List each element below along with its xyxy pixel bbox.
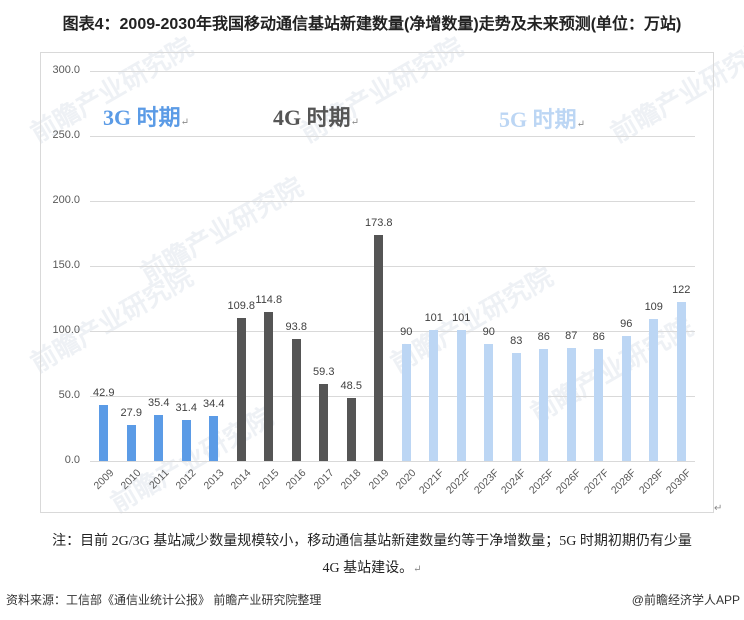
era-3g-text: 3G 时期 bbox=[103, 105, 181, 130]
y-tick-label: 100.0 bbox=[52, 324, 80, 336]
bar-2015 bbox=[264, 311, 274, 461]
bar-2020 bbox=[401, 344, 411, 461]
bar-2013 bbox=[209, 416, 219, 461]
bar-2012 bbox=[181, 420, 191, 461]
gridline bbox=[90, 331, 695, 332]
value-label: 109 bbox=[644, 301, 663, 314]
era-label-4g: 4G 时期↵ bbox=[273, 100, 359, 132]
bar-2023F bbox=[484, 344, 494, 461]
value-label: 48.5 bbox=[340, 379, 362, 392]
bar-2021F bbox=[429, 329, 439, 461]
value-label: 93.8 bbox=[285, 321, 307, 334]
era-label-5g: 5G 时期↵ bbox=[499, 102, 585, 134]
value-label: 122 bbox=[672, 284, 691, 297]
value-label: 173.8 bbox=[364, 217, 393, 230]
gridline bbox=[90, 461, 695, 462]
value-label: 34.4 bbox=[203, 398, 225, 411]
era-label-3g: 3G 时期↵ bbox=[103, 100, 189, 132]
value-label: 86 bbox=[537, 331, 550, 344]
value-label: 87 bbox=[565, 329, 578, 342]
bar-2010 bbox=[126, 424, 136, 461]
note-line-1: 注：目前 2G/3G 基站减少数量规模较小，移动通信基站新建数量约等于净增数量；… bbox=[52, 534, 692, 549]
gridline bbox=[90, 396, 695, 397]
bar-2022F bbox=[456, 329, 466, 461]
value-label: 27.9 bbox=[120, 406, 142, 419]
note-line-2: 4G 基站建设。↵ bbox=[0, 557, 744, 577]
bar-2027F bbox=[594, 349, 604, 461]
y-tick-label: 250.0 bbox=[52, 129, 80, 141]
note-line-2-text: 4G 基站建设。 bbox=[322, 561, 414, 576]
y-tick-label: 0.0 bbox=[64, 454, 80, 466]
bar-2014 bbox=[236, 318, 246, 461]
gridline bbox=[90, 201, 695, 202]
era-4g-text: 4G 时期 bbox=[273, 105, 351, 130]
value-label: 109.8 bbox=[227, 300, 256, 313]
bar-2030F bbox=[676, 302, 686, 461]
value-label: 35.4 bbox=[148, 396, 170, 409]
bar-2019 bbox=[374, 235, 384, 461]
value-label: 96 bbox=[620, 318, 633, 331]
value-label: 114.8 bbox=[255, 293, 283, 306]
return-mark: ↵ bbox=[180, 117, 190, 128]
y-tick-label: 200.0 bbox=[52, 194, 80, 206]
chart-frame bbox=[40, 52, 714, 513]
y-tick-label: 150.0 bbox=[52, 259, 80, 271]
y-tick-label: 300.0 bbox=[52, 64, 80, 76]
credit-text: @前瞻经济学人APP bbox=[631, 593, 740, 607]
value-label: 90 bbox=[482, 326, 495, 338]
return-mark: ↵ bbox=[413, 564, 422, 575]
value-label: 101 bbox=[424, 311, 443, 324]
return-mark: ↵ bbox=[714, 503, 723, 514]
value-label: 86 bbox=[592, 331, 605, 344]
bar-2025F bbox=[539, 349, 549, 461]
bar-2009 bbox=[99, 405, 109, 461]
bar-2016 bbox=[291, 339, 301, 461]
return-mark: ↵ bbox=[576, 119, 586, 130]
source-text: 资料来源：工信部《通信业统计公报》 前瞻产业研究院整理 bbox=[6, 593, 322, 607]
bar-2026F bbox=[566, 347, 576, 461]
gridline bbox=[90, 266, 695, 267]
value-label: 101 bbox=[452, 311, 471, 324]
value-label: 59.3 bbox=[313, 365, 335, 378]
bar-2017 bbox=[319, 383, 329, 461]
bar-2028F bbox=[621, 336, 631, 461]
y-tick-label: 50.0 bbox=[58, 389, 80, 401]
value-label: 31.4 bbox=[175, 402, 197, 415]
value-label: 90 bbox=[400, 326, 413, 338]
value-label: 42.9 bbox=[93, 387, 115, 400]
return-mark: ↵ bbox=[350, 117, 360, 128]
bar-2029F bbox=[649, 319, 659, 461]
era-5g-text: 5G 时期 bbox=[499, 107, 577, 132]
value-label: 83 bbox=[510, 335, 523, 348]
gridline bbox=[90, 71, 695, 72]
bar-2018 bbox=[346, 397, 356, 461]
gridline bbox=[90, 136, 695, 137]
chart-title: 图表4：2009-2030年我国移动通信基站新建数量(净增数量)走势及未来预测(… bbox=[62, 16, 682, 33]
bar-2011 bbox=[154, 414, 164, 461]
bar-2024F bbox=[511, 353, 521, 461]
